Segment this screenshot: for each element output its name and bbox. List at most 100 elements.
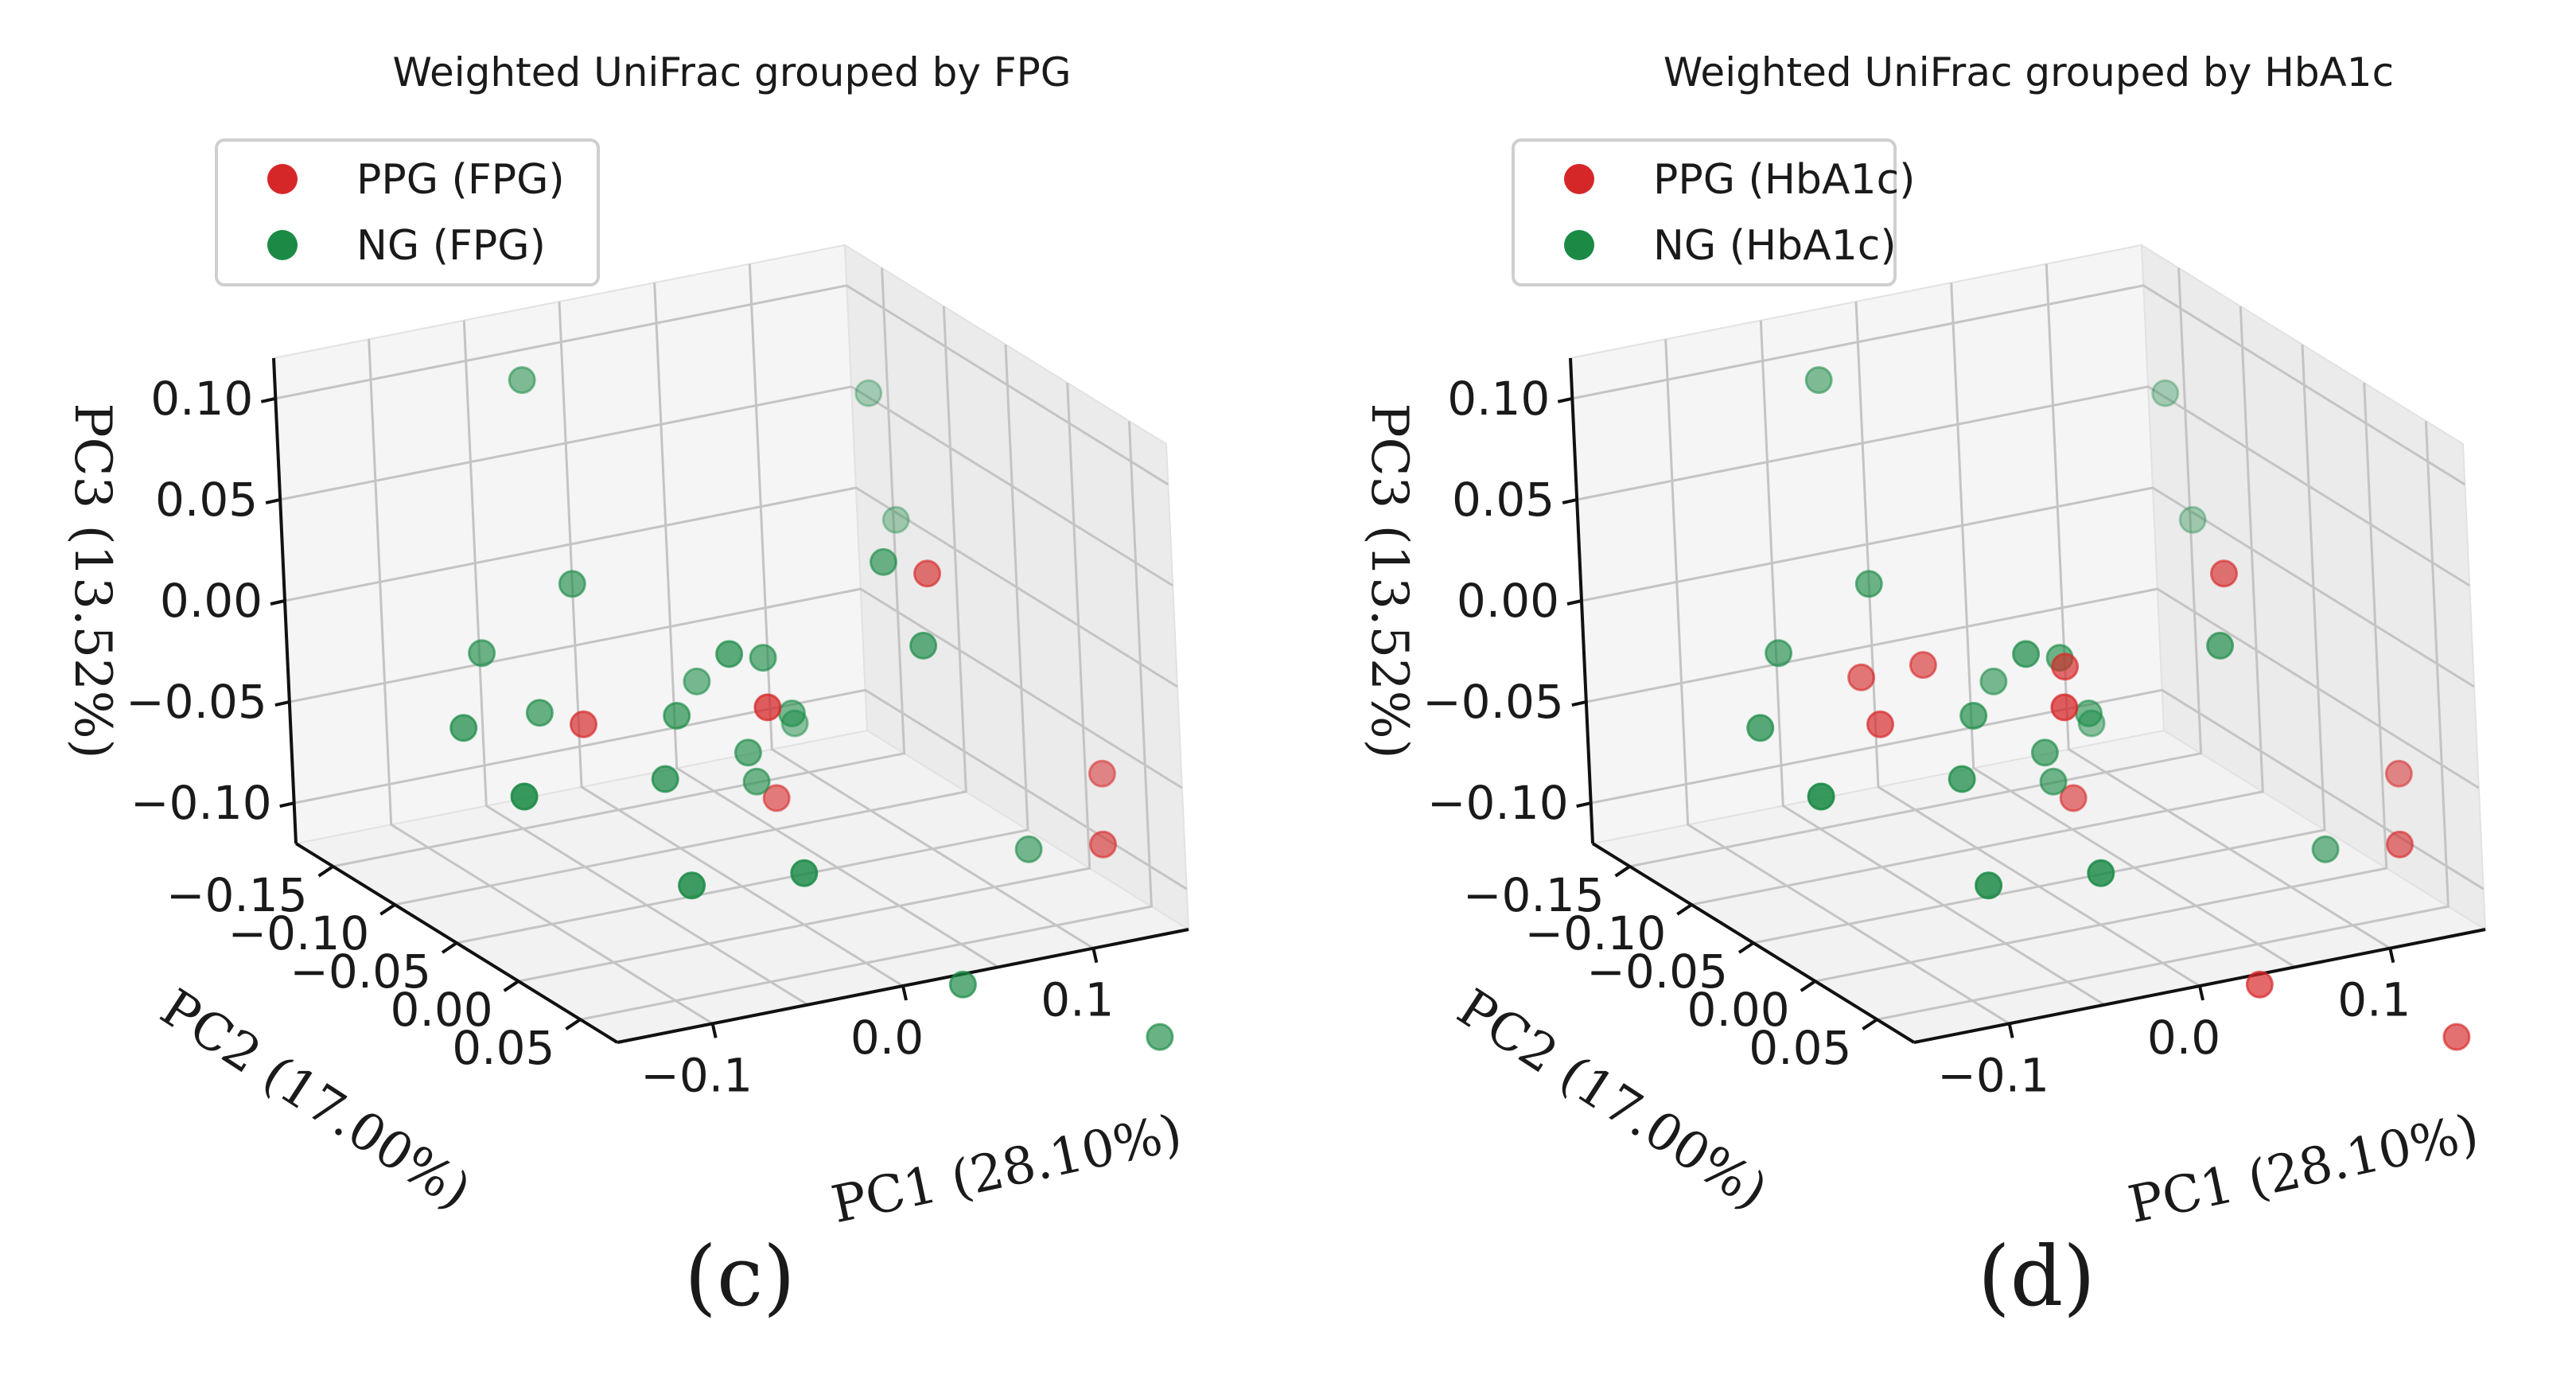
y-tick-label: 0.05 (1749, 1021, 1851, 1075)
point-ppg (913, 559, 941, 588)
point-ppg (2386, 830, 2414, 859)
y-tick-mark (503, 980, 519, 992)
grid-line (1815, 383, 2388, 983)
y-tick-mark (1614, 865, 1631, 878)
point-ng (2075, 699, 2103, 727)
point-ng (2012, 640, 2041, 668)
y-tick-label: −0.15 (1463, 868, 1605, 922)
grid-line (653, 282, 999, 968)
z-tick-label: −0.10 (1427, 776, 1569, 830)
z-tick-mark (1557, 396, 1573, 403)
legend-label-ppg: PPG (FPG) (356, 156, 565, 204)
z-tick-label: −0.10 (130, 776, 272, 830)
z-tick-label: −0.05 (1422, 675, 1564, 729)
point-ppg (753, 693, 782, 722)
legend: PPG (HbA1c) NG (HbA1c) (1512, 138, 1915, 286)
point-ng (1746, 714, 1775, 742)
point-ng (1948, 765, 1976, 793)
z-tick-mark (1571, 700, 1587, 707)
grid-line (580, 421, 1153, 1021)
legend-label-ng: NG (HbA1c) (1653, 222, 1897, 270)
z-tick-label: −0.05 (126, 675, 267, 729)
point-ng (870, 547, 897, 576)
z-tick-mark (279, 801, 295, 808)
z-tick-label: 0.00 (160, 574, 263, 628)
x-axis-label: PC1 (28.10%) (827, 1104, 1187, 1235)
legend-marker-ng (1564, 230, 1594, 260)
grid-line (1629, 267, 2203, 868)
grid-line (1664, 339, 2010, 1025)
grid-line (558, 301, 904, 988)
point-ppg (2050, 693, 2079, 722)
y-tick-label: −0.05 (1586, 945, 1728, 999)
point-ng (651, 765, 679, 793)
z-tick-mark (270, 599, 286, 606)
point-ppg (2245, 970, 2274, 999)
y-tick-mark (1676, 903, 1693, 916)
y-tick-label: 0.00 (391, 983, 493, 1037)
point-ng (909, 631, 938, 660)
point-ppg (1866, 710, 1894, 738)
point-ng (790, 859, 819, 887)
legend-marker-ng (267, 230, 298, 260)
x-tick-label: 0.0 (2147, 1011, 2220, 1065)
z-tick-label: 0.10 (1447, 372, 1550, 426)
z-tick-mark (260, 396, 276, 403)
legend-marker-ppg (267, 164, 298, 194)
panel-label: (c) (684, 1228, 795, 1325)
grid-line (1581, 486, 2475, 688)
x-tick-label: 0.0 (850, 1011, 924, 1065)
z-tick-mark (1566, 599, 1582, 606)
grid-line (456, 344, 1029, 945)
point-ng (508, 366, 536, 395)
point-ng (510, 782, 539, 811)
grid-line (368, 339, 714, 1025)
point-ng (683, 667, 711, 695)
y-tick-mark (441, 941, 458, 954)
z-tick-label: 0.10 (150, 372, 253, 426)
point-ng (1975, 871, 2003, 900)
legend-box (1512, 138, 1897, 286)
grid-line (1590, 688, 2485, 890)
point-ppg (1847, 663, 1876, 692)
y-tick-mark (1862, 1018, 1878, 1030)
grid-line (1877, 421, 2450, 1021)
z-tick-label: 0.05 (1452, 473, 1555, 527)
point-ng (854, 379, 883, 407)
point-ng (1979, 667, 2008, 695)
grid-line (1691, 306, 2264, 906)
point-ppg (2384, 759, 2413, 788)
point-ng (2039, 767, 2068, 796)
point-ng (2151, 379, 2180, 407)
point-ng (2030, 738, 2059, 767)
grid-line (275, 284, 1169, 486)
chart-title: Weighted UniFrac grouped by HbA1c (1664, 49, 2394, 95)
point-ng (881, 505, 910, 534)
point-ng (468, 639, 496, 668)
x-tick-mark (901, 985, 908, 1001)
x-tick-mark (710, 1023, 718, 1038)
grid-line (1759, 320, 2106, 1006)
point-ng (2206, 631, 2235, 660)
point-ng (678, 871, 706, 900)
point-ng (449, 714, 478, 742)
point-ng (715, 640, 744, 668)
point-ppg (2210, 559, 2238, 588)
point-ng (1854, 570, 1883, 598)
z-tick-mark (1576, 801, 1592, 808)
legend-box (215, 138, 600, 286)
point-ng (1807, 782, 1835, 811)
point-ppg (2059, 784, 2088, 812)
x-tick-mark (2198, 985, 2204, 1001)
point-ppg (1909, 651, 1937, 680)
grid-line (1854, 301, 2200, 988)
point-ng (778, 699, 806, 727)
chart-panel-c: −0.10−0.050.000.050.10−0.15−0.10−0.050.0… (63, 49, 1191, 1325)
z-tick-mark (1562, 497, 1578, 505)
z-tick-label: 0.05 (155, 473, 258, 527)
point-ng (2087, 859, 2115, 887)
legend-marker-ppg (1564, 164, 1594, 194)
point-ppg (1088, 759, 1116, 788)
point-ppg (1089, 830, 1117, 859)
y-tick-mark (1737, 941, 1755, 954)
